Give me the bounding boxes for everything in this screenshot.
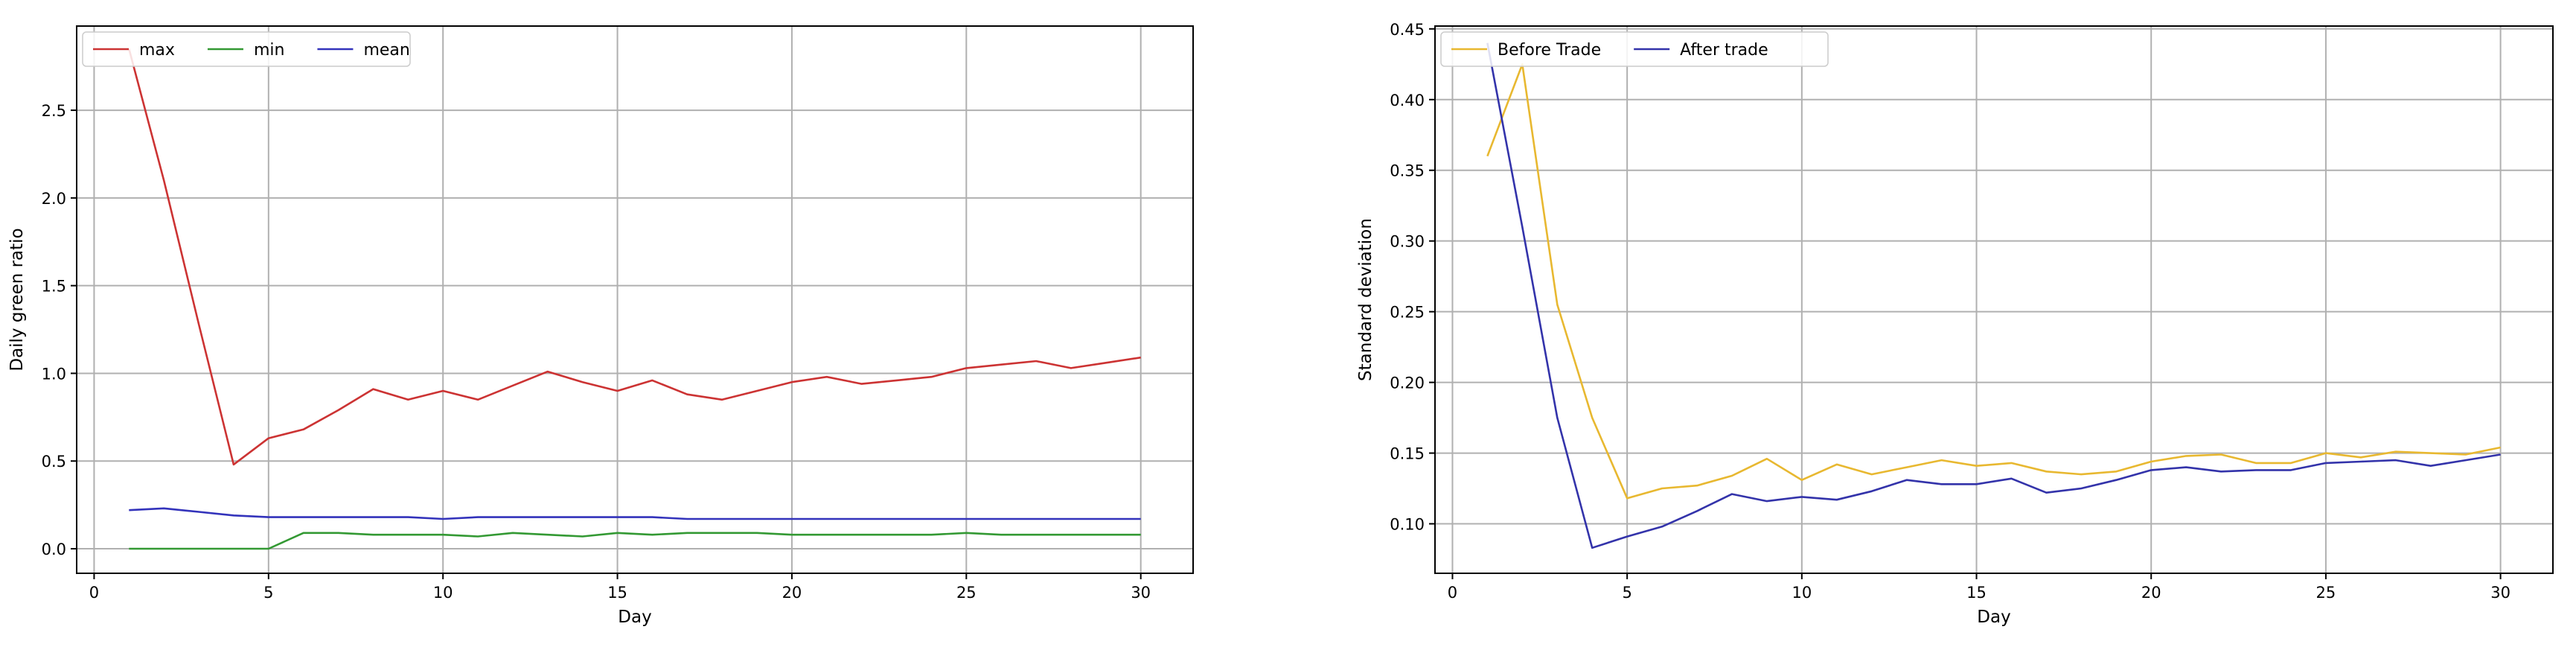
- x-tick-label: 0: [1448, 584, 1457, 602]
- x-tick-label: 30: [1131, 584, 1151, 602]
- series-line-mean: [129, 507, 1141, 520]
- x-tick-label: 20: [2141, 584, 2161, 602]
- y-tick-label: 0.5: [42, 453, 66, 471]
- y-tick-label: 0.35: [1390, 162, 1425, 180]
- plot-frame: [76, 25, 1194, 574]
- x-tick-label: 0: [89, 584, 99, 602]
- y-tick-label: 1.0: [42, 365, 66, 383]
- y-tick-label: 1.5: [42, 278, 66, 296]
- legend-label: Before Trade: [1498, 41, 1601, 60]
- y-tick-label: 0.20: [1390, 375, 1425, 392]
- x-tick-label: 25: [2316, 584, 2336, 602]
- x-axis-label: Day: [618, 608, 651, 627]
- series-line-min: [129, 532, 1141, 550]
- y-tick-label: 2.0: [42, 190, 66, 208]
- legend-label: max: [139, 41, 175, 60]
- legend-label: After trade: [1680, 41, 1768, 60]
- x-axis-label: Day: [1977, 608, 2010, 627]
- chart-daily-green-ratio: 0 5 10 15 20 25 30 0.0 0.5 1.0 1.5 2.0 2.5 Day Daily g…: [7, 25, 1194, 627]
- series-line-after-trade: [1486, 42, 2501, 549]
- x-tick-label: 10: [1792, 584, 1812, 602]
- chart-standard-deviation: 0 5 10 15 20 25 30 0.10 0.15 0.20 0.25 0.30 0.35 0.40…: [1356, 21, 2554, 627]
- legend-box: [82, 31, 411, 67]
- plot-frame: [1434, 25, 2554, 574]
- x-tick-label: 5: [263, 584, 273, 602]
- y-axis-label: Standard deviation: [1356, 218, 1375, 381]
- legend: max min mean: [82, 31, 411, 67]
- legend-label: mean: [363, 41, 409, 60]
- y-tick-label: 0.30: [1390, 233, 1425, 251]
- y-tick-label: 0.45: [1390, 21, 1425, 39]
- y-tick-label: 0.40: [1390, 92, 1425, 109]
- x-tick-label: 30: [2490, 584, 2511, 602]
- x-tick-label: 10: [433, 584, 453, 602]
- x-tick-label: 20: [782, 584, 802, 602]
- x-tick-label: 15: [1966, 584, 1987, 602]
- y-tick-label: 2.5: [42, 102, 66, 120]
- x-tick-label: 5: [1622, 584, 1631, 602]
- y-tick-label: 0.10: [1390, 516, 1425, 534]
- y-axis-label: Daily green ratio: [7, 228, 27, 371]
- legend: Before Trade After trade: [1440, 31, 1829, 67]
- x-tick-label: 15: [607, 584, 627, 602]
- y-tick-label: 0.25: [1390, 304, 1425, 322]
- y-tick-label: 0.15: [1390, 445, 1425, 463]
- legend-label: min: [254, 41, 285, 60]
- series-line-max: [128, 48, 1141, 466]
- x-tick-label: 25: [956, 584, 977, 602]
- y-tick-label: 0.0: [42, 541, 66, 558]
- series-line-before-trade: [1486, 63, 2501, 500]
